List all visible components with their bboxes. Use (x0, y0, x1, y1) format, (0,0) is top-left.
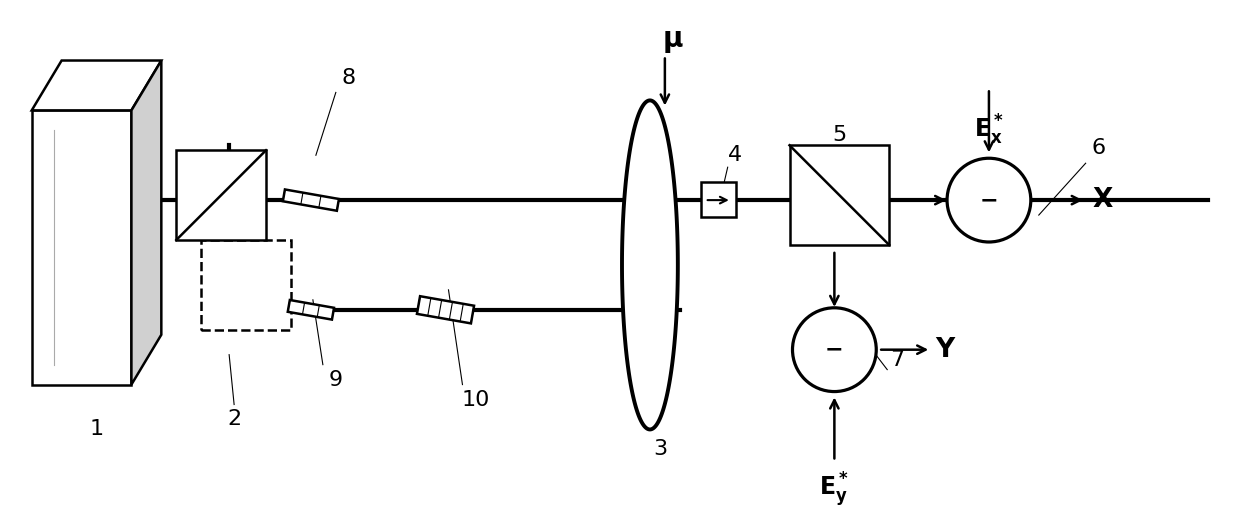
Text: 9: 9 (329, 370, 343, 389)
Polygon shape (131, 61, 161, 385)
Text: 4: 4 (728, 145, 742, 165)
Text: $\mathbf{E_x^*}$: $\mathbf{E_x^*}$ (973, 113, 1004, 147)
Polygon shape (201, 240, 291, 330)
Text: 10: 10 (461, 389, 490, 409)
Text: −: − (980, 190, 998, 210)
Text: 5: 5 (832, 125, 847, 145)
Text: 8: 8 (342, 68, 356, 89)
Text: $\mathbf{Y}$: $\mathbf{Y}$ (935, 337, 957, 363)
Polygon shape (32, 61, 161, 110)
Text: 3: 3 (652, 439, 667, 459)
Circle shape (792, 308, 877, 391)
Polygon shape (701, 182, 735, 217)
Circle shape (947, 158, 1030, 242)
Polygon shape (283, 190, 339, 211)
Text: −: − (825, 340, 843, 359)
Text: $\mathbf{\mu}$: $\mathbf{\mu}$ (662, 27, 683, 55)
Polygon shape (790, 145, 889, 245)
Polygon shape (32, 110, 131, 385)
Polygon shape (288, 300, 334, 320)
Text: $\mathbf{X}$: $\mathbf{X}$ (1091, 187, 1114, 213)
Text: 1: 1 (89, 419, 104, 439)
Polygon shape (622, 100, 678, 430)
Text: $\mathbf{E_y^*}$: $\mathbf{E_y^*}$ (820, 470, 849, 509)
Polygon shape (176, 150, 267, 240)
Text: 7: 7 (890, 350, 904, 370)
Polygon shape (417, 296, 474, 323)
Text: 2: 2 (227, 409, 242, 430)
Text: 6: 6 (1091, 138, 1106, 158)
